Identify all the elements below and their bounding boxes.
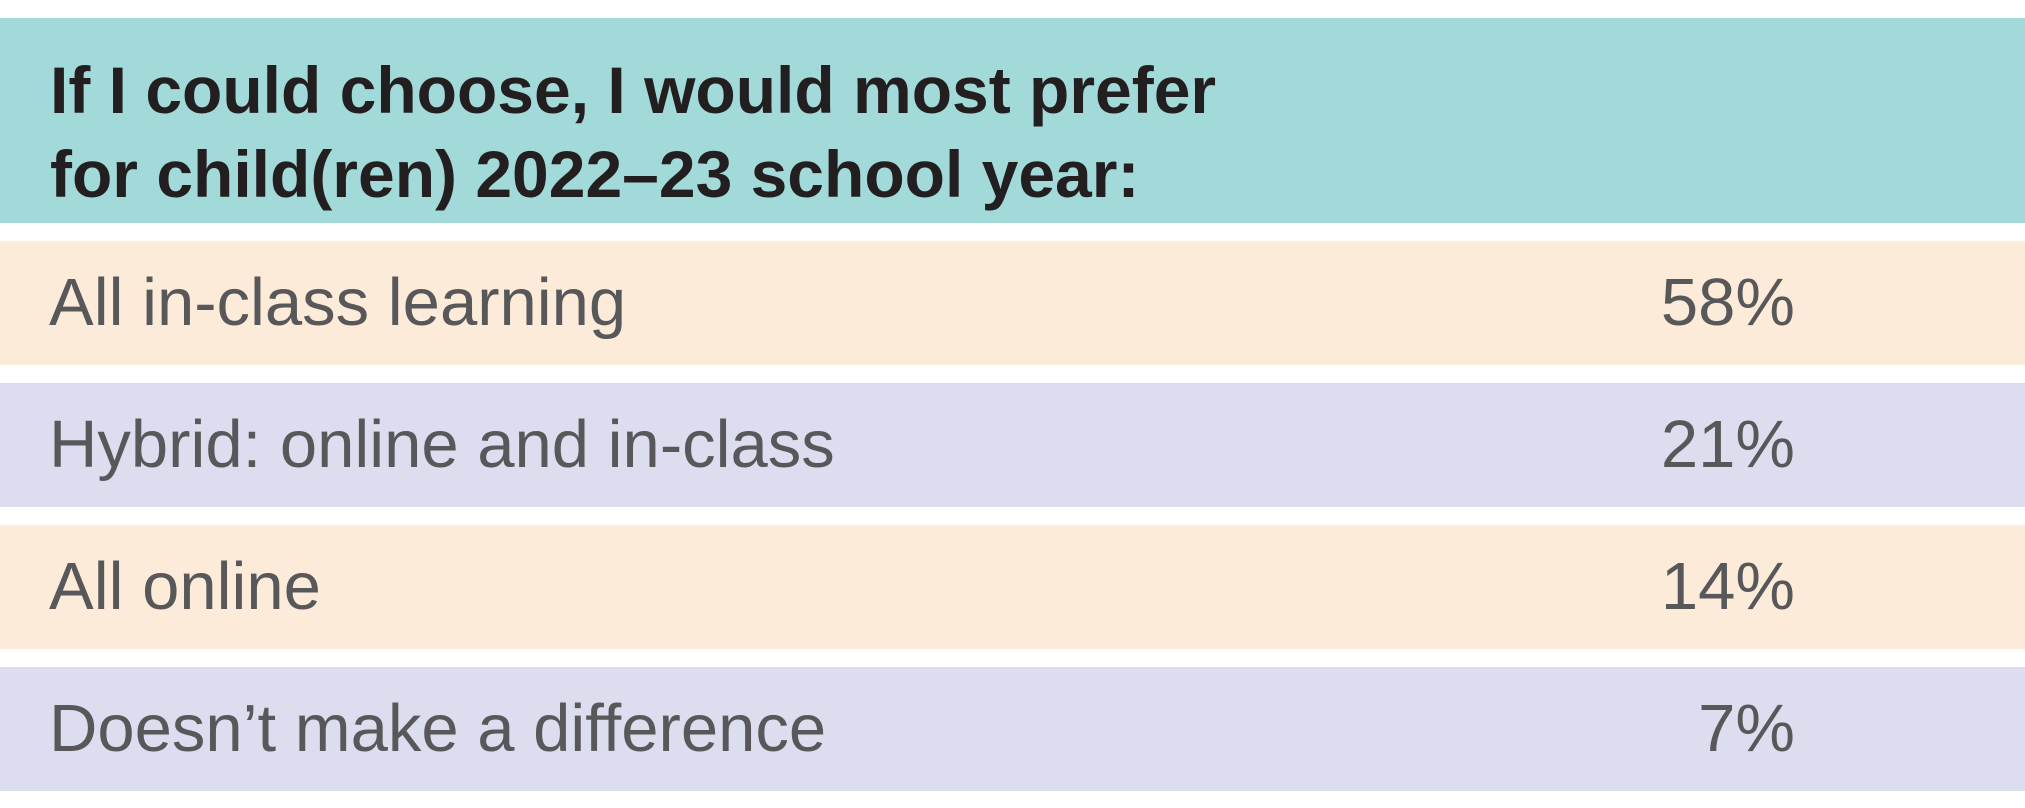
row-value: 14% [1660, 549, 1795, 624]
header-title: If I could choose, I would most prefer [50, 53, 1217, 127]
row-value: 7% [1698, 691, 1795, 766]
table-row: All in-class learning 58% [0, 241, 2025, 365]
row-label: Doesn’t make a difference [49, 691, 827, 766]
row-value: 58% [1660, 265, 1795, 340]
row-label: All online [49, 549, 321, 624]
table-row: All online 14% [0, 525, 2025, 649]
table-row: Hybrid: online and in-class 21% [0, 383, 2025, 507]
row-value: 21% [1660, 407, 1795, 482]
table-header: If I could choose, I would most prefer f… [0, 18, 2025, 223]
table-row: Doesn’t make a difference 7% [0, 667, 2025, 791]
row-label: Hybrid: online and in-class [49, 407, 835, 482]
row-label: All in-class learning [49, 265, 627, 340]
header-title: for child(ren) 2022–23 school year: [50, 137, 1140, 211]
